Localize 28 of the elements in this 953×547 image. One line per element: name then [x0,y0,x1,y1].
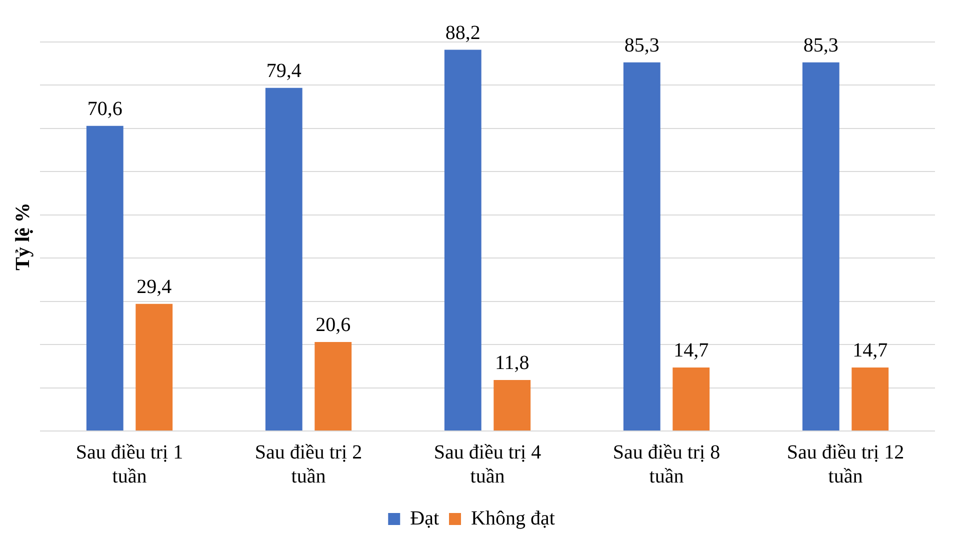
data-label: 88,2 [445,22,480,44]
x-tick-label: Sau điều trị 8 tuần [612,441,720,488]
bar [314,342,352,430]
x-tick-label: Sau điều trị 2 tuần [254,441,362,488]
bar [623,62,660,430]
bar [852,367,889,430]
data-label: 14,7 [852,340,888,362]
data-label: 70,6 [87,98,122,120]
bar [672,367,710,430]
data-label: 11,8 [494,352,530,374]
data-label: 20,6 [316,314,351,336]
bar [136,304,173,430]
x-tick-label: Sau điều trị 1 tuần [76,441,184,488]
data-label: 14,7 [674,340,709,362]
bar [444,50,482,430]
legend-label: Đạt [410,507,440,530]
bar [494,380,531,430]
data-label: 79,4 [266,60,302,82]
x-tick-label: Sau điều trị 12 tuần [786,441,904,488]
legend-label: Không đạt [471,507,556,530]
data-label: 85,3 [624,34,660,57]
y-axis-title: Tỷ lệ % [12,202,34,270]
data-label: 29,4 [136,276,172,298]
x-tick-label: Sau điều trị 4 tuần [434,441,542,488]
bar [802,62,840,430]
bar [86,126,124,430]
bar [265,88,302,430]
data-label: 85,3 [803,34,838,57]
